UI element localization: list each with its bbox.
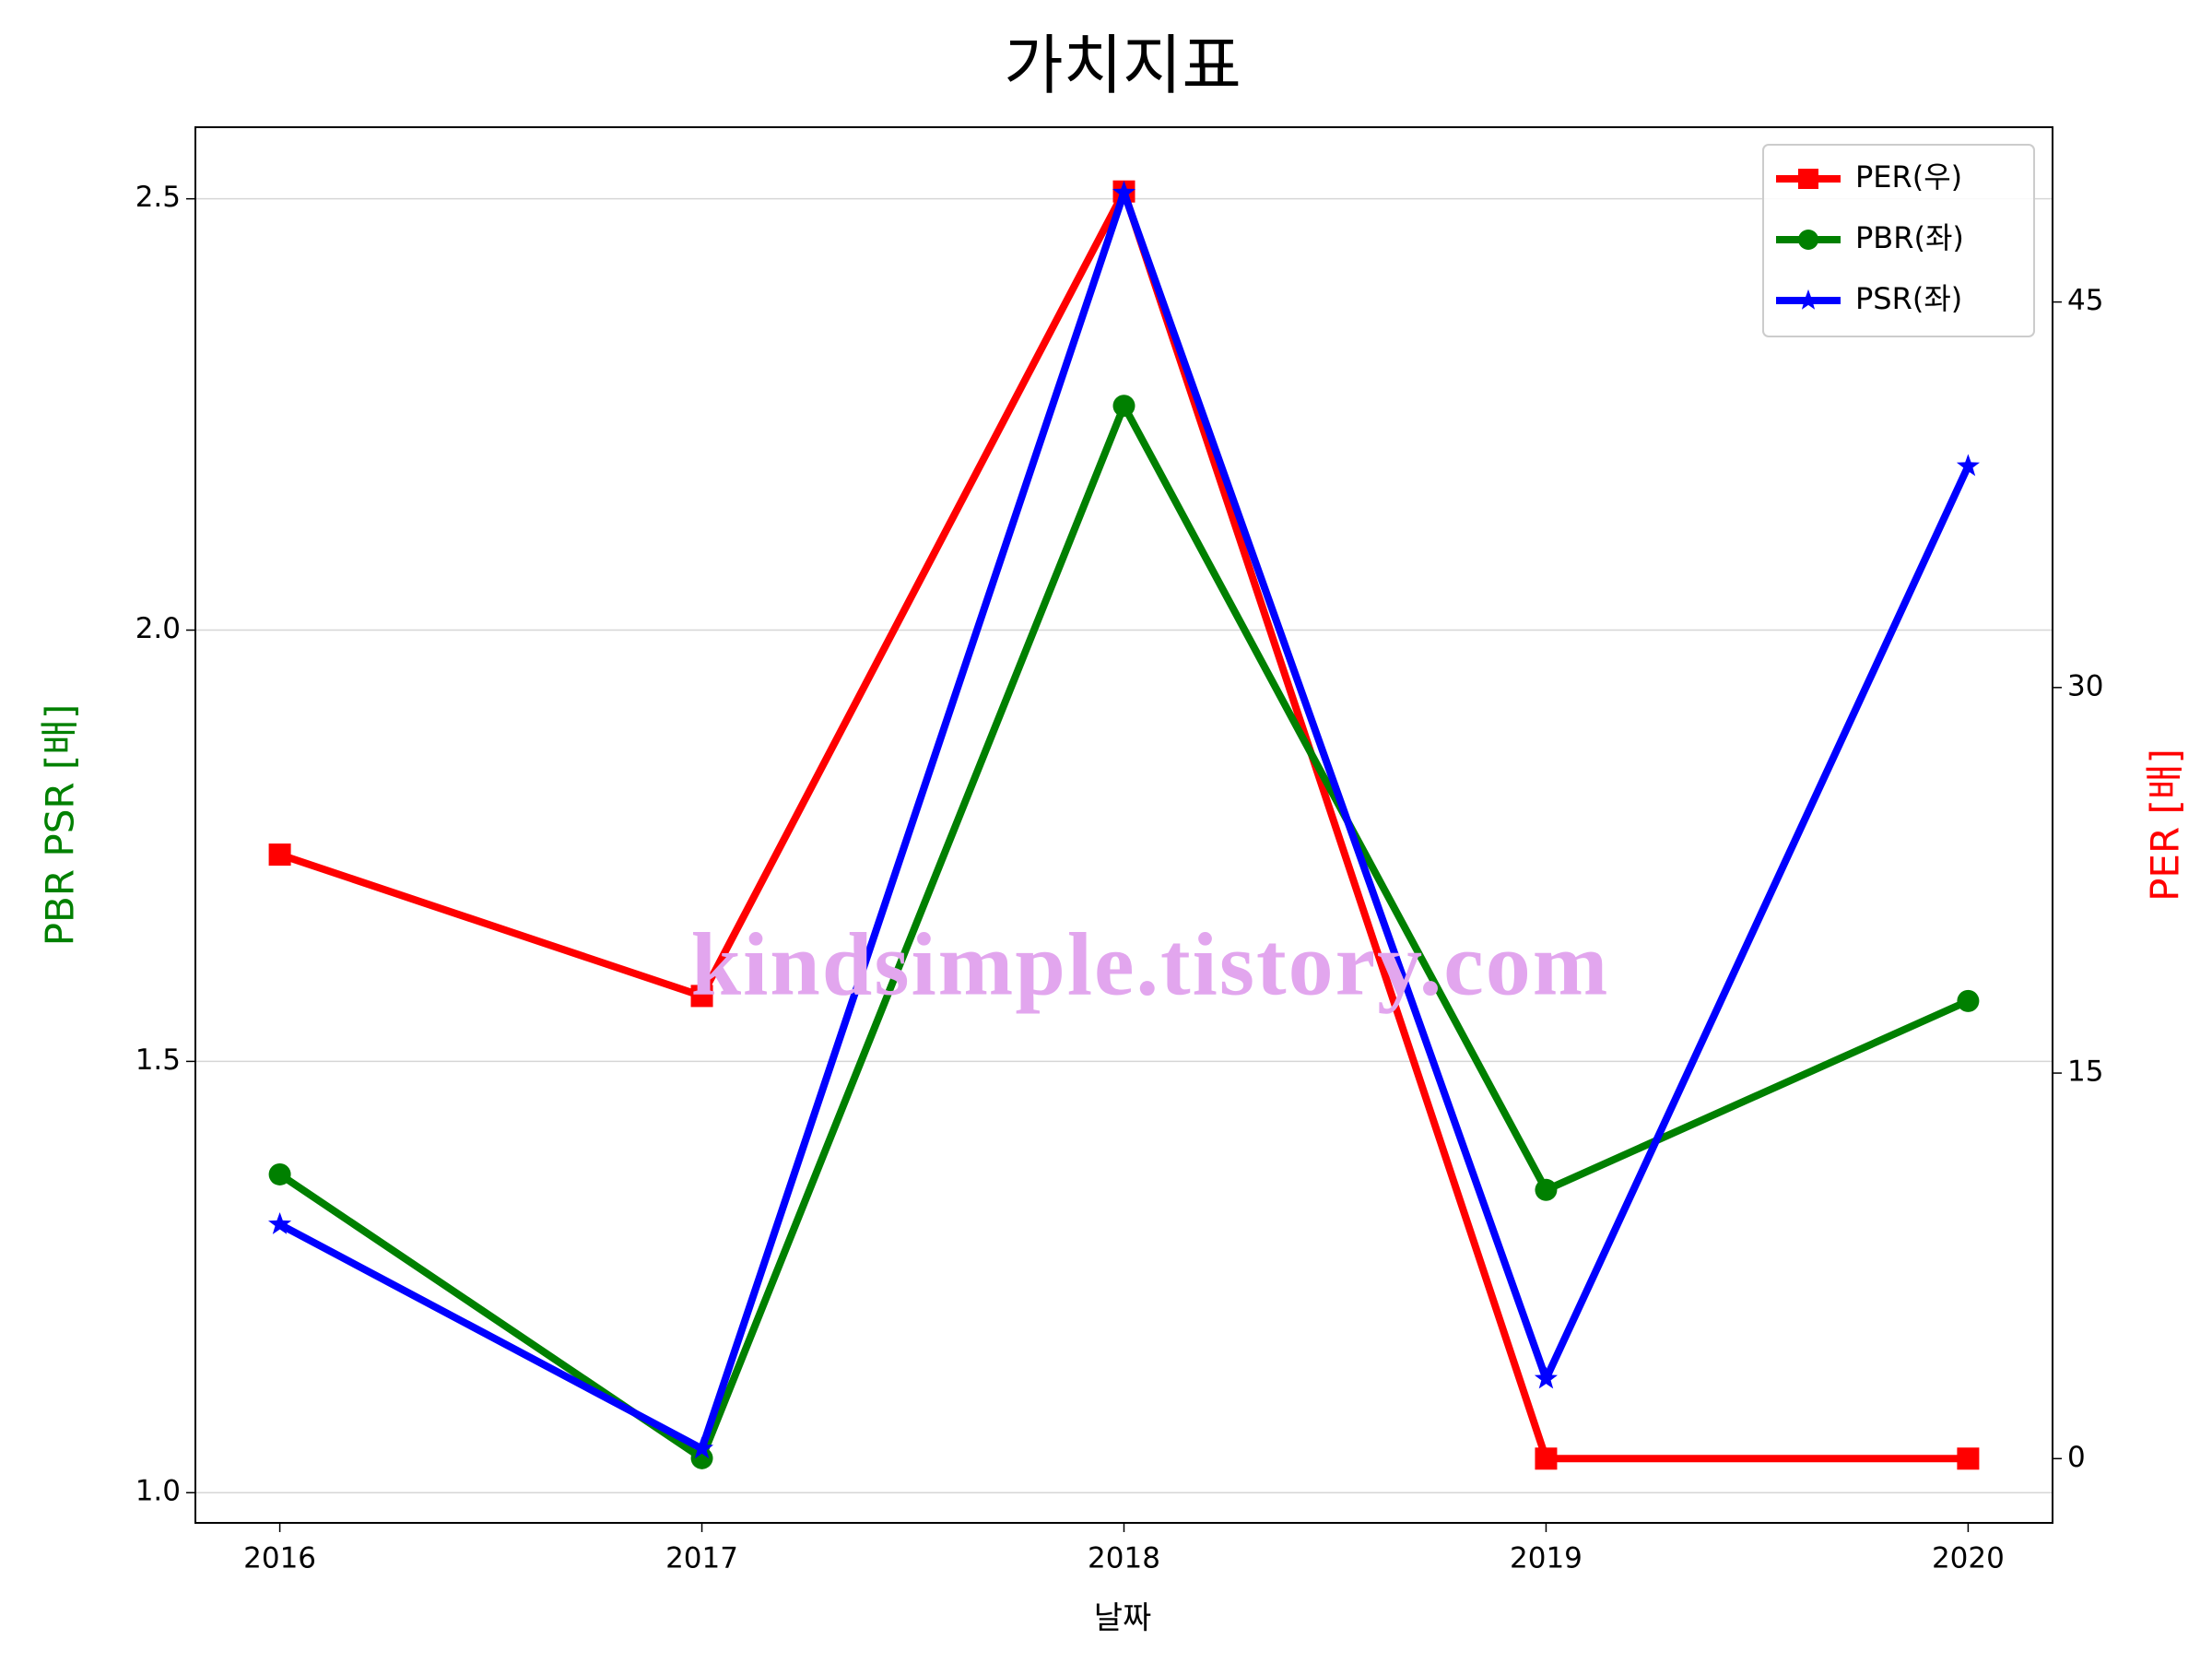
marker	[1957, 989, 1980, 1012]
legend: PER(우) PBR(좌) PSR(좌)	[1762, 144, 2035, 337]
series-line	[278, 187, 1969, 1463]
marker	[690, 1446, 713, 1469]
y2-tick-label: 15	[2067, 1056, 2103, 1089]
y2-axis-label: PER [배]	[2143, 749, 2188, 902]
y-axis-label: PBR PSR [배]	[38, 704, 83, 947]
marker	[1535, 1178, 1558, 1201]
series-line	[277, 189, 1972, 1453]
legend-marker	[1797, 289, 1819, 310]
y-tick-label: 1.5	[135, 1044, 181, 1077]
legend-box	[1762, 144, 2035, 337]
legend-label: PER(우)	[1855, 159, 1962, 195]
marker	[1112, 180, 1136, 203]
y-tick-label: 1.0	[135, 1475, 181, 1508]
y-tick-label: 2.0	[135, 612, 181, 645]
x-axis-label: 날짜	[1094, 1600, 1152, 1637]
marker	[690, 985, 713, 1008]
x-tick-label: 2017	[665, 1542, 738, 1575]
marker	[268, 1162, 291, 1185]
legend-label: PSR(좌)	[1855, 281, 1962, 316]
plot-frame	[194, 126, 2053, 1524]
marker	[1956, 454, 1980, 477]
marker	[1534, 1366, 1558, 1389]
chart-title: 가치지표	[1004, 28, 1241, 103]
marker	[1535, 1447, 1558, 1470]
x-tick-label: 2019	[1510, 1542, 1583, 1575]
marker	[1957, 1447, 1980, 1470]
x-tick-label: 2016	[243, 1542, 316, 1575]
legend-marker	[1798, 230, 1818, 250]
marker	[1112, 395, 1135, 418]
y2-tick-label: 30	[2067, 669, 2103, 702]
y-tick-label: 2.5	[135, 181, 181, 214]
marker	[268, 1212, 292, 1234]
marker	[690, 1436, 714, 1459]
legend-marker	[1798, 169, 1818, 189]
watermark: kindsimple.tistory.com	[691, 914, 1610, 1014]
y2-tick-label: 45	[2067, 284, 2103, 317]
y2-tick-label: 0	[2067, 1441, 2086, 1474]
x-tick-label: 2018	[1088, 1542, 1160, 1575]
legend-label: PBR(좌)	[1855, 220, 1964, 255]
marker	[268, 843, 291, 867]
x-tick-label: 2020	[1932, 1542, 2005, 1575]
